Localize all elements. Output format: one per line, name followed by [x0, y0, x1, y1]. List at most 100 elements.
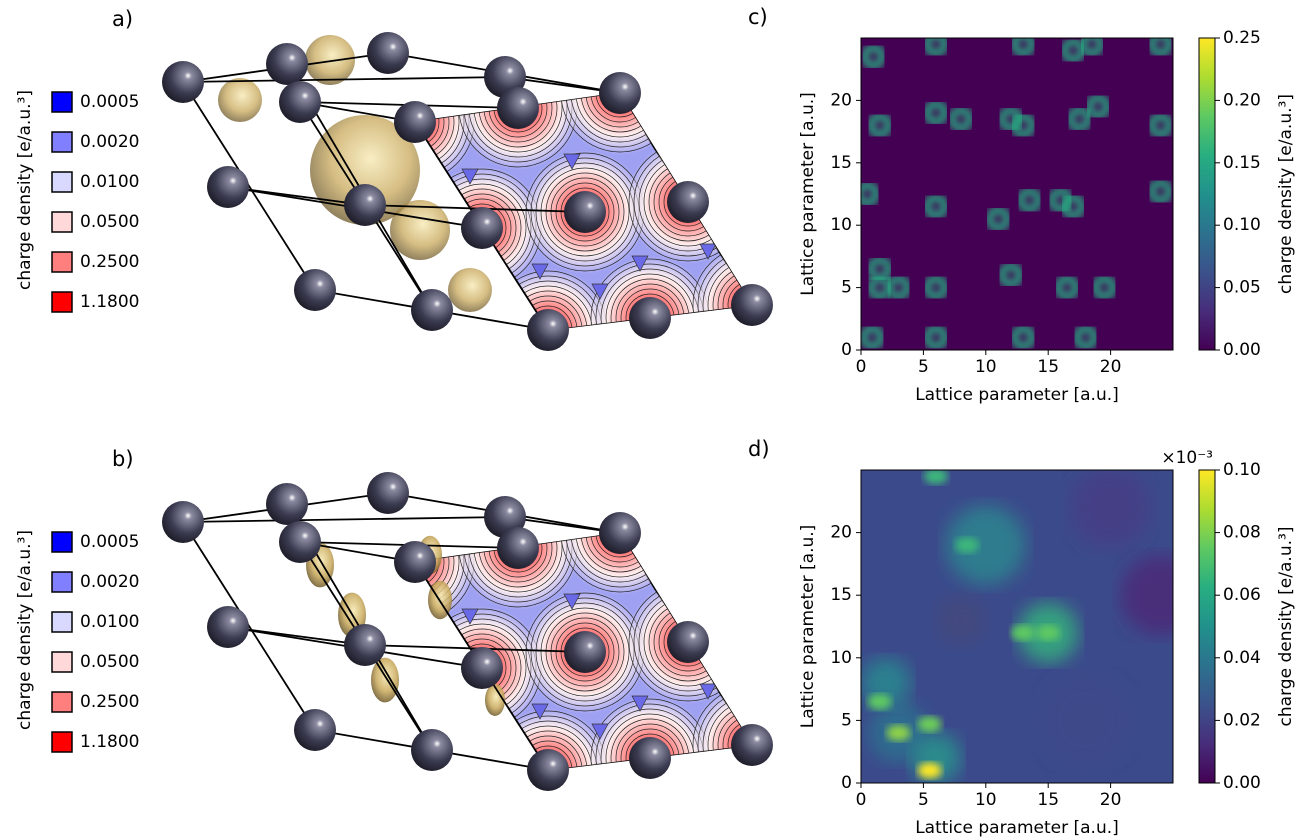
density-min	[563, 153, 581, 170]
x-tick-label: 0	[856, 357, 867, 377]
density-peak	[867, 693, 892, 710]
x-tick-label: 5	[918, 357, 929, 377]
contour-line	[508, 730, 588, 770]
legend-swatch	[51, 131, 73, 153]
atom	[279, 81, 321, 123]
x-tick-label: 15	[1037, 357, 1059, 377]
contour-line	[707, 260, 752, 330]
contour-line	[575, 533, 665, 578]
lattice-edge	[182, 521, 316, 731]
atom	[344, 624, 386, 666]
legend-label: 0.2500	[80, 692, 139, 712]
legend-label: 0.0005	[80, 532, 139, 552]
colorbar-label: charge density [e/a.u.³]	[1276, 527, 1296, 727]
y-tick-label: 20	[830, 523, 852, 543]
y-axis-label: Lattice parameter [a.u.]	[798, 525, 818, 729]
contour-line	[565, 93, 675, 148]
density-min	[591, 283, 609, 300]
atom	[344, 184, 386, 226]
density-ring	[1066, 106, 1092, 132]
y-tick-label: 0	[841, 340, 852, 360]
density-ring	[998, 262, 1024, 288]
contour-line	[550, 177, 620, 247]
colorbar-tick-label: 0.10	[1223, 215, 1261, 235]
density-min	[631, 255, 649, 272]
legend-swatch	[51, 211, 73, 233]
density-ring	[1016, 187, 1042, 213]
contour-line	[585, 93, 655, 128]
legend-swatch	[51, 171, 73, 193]
density-ring	[1148, 112, 1173, 138]
legend-label: 1.1800	[80, 292, 139, 312]
contour-line	[570, 533, 670, 583]
density-min	[563, 593, 581, 610]
atom	[294, 269, 336, 311]
contour-line	[575, 93, 665, 138]
atom	[564, 631, 606, 673]
isosurface	[390, 200, 450, 260]
atom	[411, 289, 453, 331]
colorbar-tick-label: 0.05	[1223, 278, 1261, 298]
legend-label: 0.0500	[80, 652, 139, 672]
contour-line	[415, 533, 450, 597]
contour-line	[415, 93, 445, 152]
contour-line	[518, 740, 578, 770]
contour-line	[590, 533, 650, 563]
atom	[599, 512, 641, 554]
contour-line	[560, 533, 680, 593]
crystal-render	[162, 32, 773, 351]
colorbar-tick-label: 0.04	[1223, 648, 1261, 668]
legend-title: charge density [e/a.u.³]	[15, 530, 35, 730]
isosurface	[305, 35, 355, 85]
legend-label: 0.0100	[80, 172, 139, 192]
legend-label: 0.0100	[80, 612, 139, 632]
colorbar-tick-label: 0.10	[1223, 460, 1261, 480]
density-min	[591, 723, 609, 740]
contour-line	[513, 735, 583, 770]
atom	[207, 166, 249, 208]
contour-line	[595, 93, 645, 118]
panel-label: d)	[748, 437, 770, 461]
isosurface	[371, 657, 399, 703]
contour-line	[727, 280, 752, 330]
isosurface	[485, 684, 505, 716]
x-axis-label: Lattice parameter [a.u.]	[915, 385, 1119, 405]
legend-label: 0.0020	[80, 132, 139, 152]
contour-line	[702, 695, 752, 770]
legend-swatch	[51, 651, 73, 673]
x-tick-label: 0	[856, 790, 867, 810]
contour-line	[712, 705, 752, 770]
axes-frame	[860, 469, 1174, 784]
legend-title: charge density [e/a.u.³]	[15, 90, 35, 290]
contour-line	[722, 275, 752, 330]
atom	[527, 309, 569, 351]
legend-swatch	[51, 571, 73, 593]
contour-line	[727, 720, 752, 770]
density-ring	[867, 112, 893, 138]
density-ring	[861, 325, 885, 350]
atom	[162, 501, 204, 543]
colorbar-tick-label: 0.25	[1223, 28, 1261, 48]
density-min	[531, 703, 549, 720]
contour-line	[415, 93, 450, 157]
heatmap-image	[861, 470, 1173, 783]
lattice-edge	[227, 626, 366, 646]
density-ring	[1054, 275, 1080, 301]
colorbar-tick-label: 0.08	[1223, 523, 1261, 543]
contour-line	[498, 720, 598, 770]
contour-line	[523, 745, 573, 770]
atom	[461, 647, 503, 689]
panel-label: c)	[748, 5, 768, 29]
atom	[497, 527, 539, 569]
density-min	[461, 168, 479, 185]
density-ring	[1091, 275, 1117, 301]
contour-line	[717, 710, 752, 770]
contour-line	[590, 93, 650, 123]
atom	[207, 606, 249, 648]
density-ring	[1085, 94, 1111, 120]
contour-line	[565, 533, 675, 588]
density-ring	[1010, 112, 1036, 138]
x-tick-label: 20	[1100, 790, 1122, 810]
density-min	[461, 608, 479, 625]
